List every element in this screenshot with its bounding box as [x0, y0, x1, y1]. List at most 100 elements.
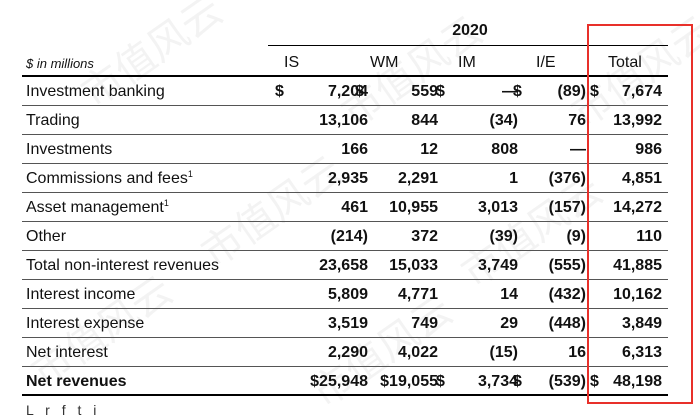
row-label-text: Other	[26, 228, 67, 245]
value-im: 14	[500, 286, 518, 303]
value-im: (15)	[489, 344, 518, 361]
value-im: 1	[509, 170, 518, 187]
value-im: 3,013	[477, 199, 518, 216]
currency-symbol-is: $	[275, 83, 284, 100]
value-wm: 749	[411, 315, 438, 332]
value-is: 13,106	[319, 112, 368, 129]
row-label: Total non-interest revenues	[26, 251, 219, 279]
currency-symbol-ie: $	[513, 373, 522, 390]
value-wm: 15,033	[389, 257, 438, 274]
value-ie: (376)	[548, 170, 586, 187]
row-label: Investment banking	[26, 77, 165, 105]
row-label: Asset management1	[26, 193, 169, 221]
value-im: 3,749	[477, 257, 518, 274]
row-label: Net interest	[26, 338, 108, 366]
row-label-text: Investment banking	[26, 83, 165, 100]
table-row: Net interest 2,290 4,022 (15) 16 6,313	[22, 338, 668, 367]
value-ie: (9)	[566, 228, 586, 245]
table-row: Investment banking $7,204 $559 $ — $ (89) $7,67…	[22, 77, 668, 106]
value-wm: 12	[420, 141, 438, 158]
value-is: 7,204	[327, 83, 368, 100]
value-ie: 16	[568, 344, 586, 361]
currency-symbol-im: $	[436, 373, 445, 390]
table-row: Investments 166 12 808 — 986	[22, 135, 668, 164]
table-row: Interest expense 3,519 749 29 (448) 3,849	[22, 309, 668, 338]
table-row: Interest income 5,809 4,771 14 (432) 10,162	[22, 280, 668, 309]
financial-table: 市值风云 市值风云 市值风云 市值风云 市值风云 市值风云 市值风云 2020 …	[22, 0, 700, 418]
value-total: 41,885	[613, 257, 662, 274]
value-wm: 2,291	[397, 170, 438, 187]
row-label-text: Interest income	[26, 286, 136, 303]
row-label: Investments	[26, 135, 112, 163]
column-header-im: IM	[458, 54, 476, 71]
table-row: Net revenues $25,948 $19,055 $3,734 $ (539) $4…	[22, 367, 668, 396]
column-header-ie: I/E	[536, 54, 556, 71]
value-im: —	[502, 83, 518, 100]
row-label-text: Interest expense	[26, 315, 145, 332]
value-wm: 4,022	[397, 344, 438, 361]
row-label: Interest income	[26, 280, 135, 308]
value-is: 166	[341, 141, 368, 158]
cut-off-text: L r f t i	[26, 402, 101, 418]
table-row: Trading 13,106 844 (34) 76 13,992	[22, 106, 668, 135]
value-ie: (432)	[548, 286, 586, 303]
value-ie: —	[570, 141, 586, 158]
total-column-highlight	[587, 24, 693, 404]
table-body: Investment banking $7,204 $559 $ — $ (89) $7,67…	[22, 77, 668, 396]
column-header-wm: WM	[370, 54, 399, 71]
value-ie: (157)	[548, 199, 586, 216]
column-header-row: $ in millions IS WM IM I/E Total	[22, 52, 668, 74]
value-wm: 372	[411, 228, 438, 245]
value-total: 10,162	[613, 286, 662, 303]
value-total: 4,851	[621, 170, 662, 187]
value-total: 986	[635, 141, 662, 158]
table-row: Asset management1 461 10,955 3,013 (157) 14,2…	[22, 193, 668, 222]
currency-symbol-wm: $	[355, 83, 364, 100]
table-row: Commissions and fees1 2,935 2,291 1 (376) 4,8…	[22, 164, 668, 193]
value-im: 29	[500, 315, 518, 332]
currency-symbol-ie: $	[513, 83, 522, 100]
value-total: 6,313	[621, 344, 662, 361]
value-ie: (89)	[557, 83, 586, 100]
row-label: Trading	[26, 106, 80, 134]
value-wm: 4,771	[397, 286, 438, 303]
year-header: 2020	[452, 22, 488, 39]
value-wm: 10,955	[389, 199, 438, 216]
row-label-text: Total non-interest revenues	[26, 257, 219, 274]
table-row: Total non-interest revenues 23,658 15,033 3…	[22, 251, 668, 280]
value-total: 13,992	[613, 112, 662, 129]
value-is: 23,658	[319, 257, 368, 274]
value-total: 7,674	[621, 83, 662, 100]
row-label-text: Asset management	[26, 199, 164, 216]
row-label: Other	[26, 222, 66, 250]
value-im: (34)	[489, 112, 518, 129]
table-row: Other (214) 372 (39) (9) 110	[22, 222, 668, 251]
unit-label: $ in millions	[26, 56, 94, 71]
value-im: 3,734	[477, 373, 518, 390]
row-label-text: Net interest	[26, 344, 108, 361]
value-total: 48,198	[613, 373, 662, 390]
value-is: 3,519	[327, 315, 368, 332]
value-is: 461	[341, 199, 368, 216]
value-ie: (539)	[548, 373, 586, 390]
value-is: 2,290	[327, 344, 368, 361]
value-ie: 76	[568, 112, 586, 129]
row-label-text: Trading	[26, 112, 80, 129]
row-label: Commissions and fees1	[26, 164, 193, 192]
column-header-total: Total	[608, 54, 642, 71]
row-label: Interest expense	[26, 309, 144, 337]
value-total: 110	[636, 228, 662, 245]
footnote-marker: 1	[163, 198, 169, 208]
value-ie: (448)	[548, 315, 586, 332]
column-header-is: IS	[284, 54, 300, 71]
currency-symbol-im: $	[436, 83, 445, 100]
value-ie: (555)	[548, 257, 586, 274]
footnote-marker: 1	[187, 169, 193, 179]
year-rule	[268, 45, 668, 46]
value-im: 808	[491, 141, 518, 158]
value-wm: 844	[411, 112, 438, 129]
row-label: Net revenues	[26, 367, 127, 395]
currency-symbol-total: $	[590, 83, 599, 100]
value-is: $25,948	[310, 373, 368, 390]
value-im: (39)	[489, 228, 518, 245]
